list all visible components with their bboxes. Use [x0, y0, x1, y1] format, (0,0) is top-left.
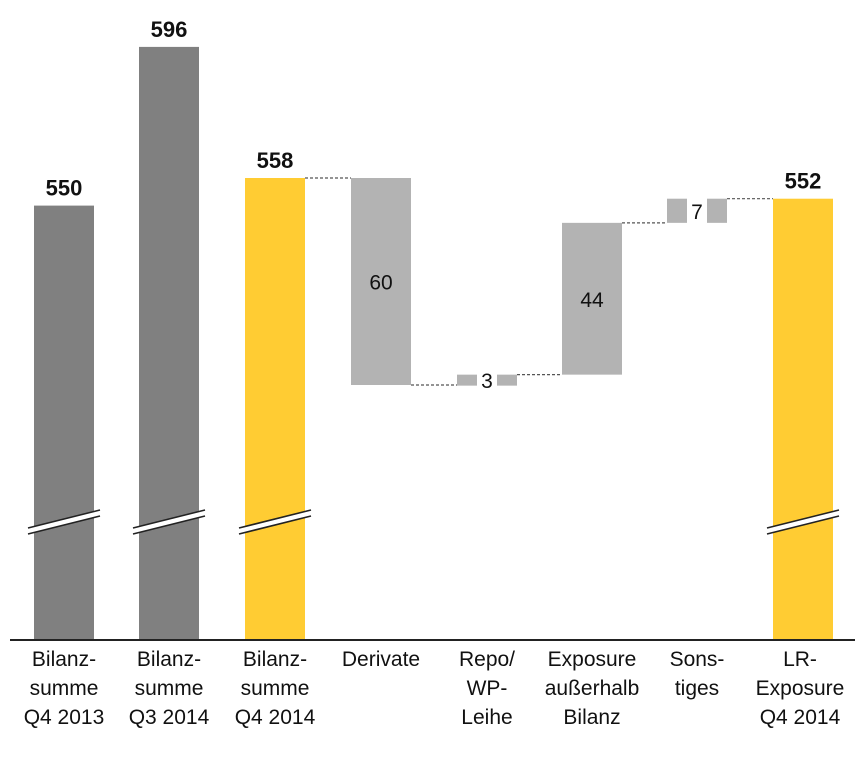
data-label: 550	[46, 176, 83, 201]
axis-break-line	[766, 509, 840, 529]
total-bar	[773, 198, 833, 640]
axis-break-line	[238, 509, 312, 529]
label-bg	[687, 192, 707, 229]
axis-break-line	[766, 515, 840, 535]
category-label: Sons- tiges	[669, 648, 725, 700]
data-label: 60	[369, 272, 392, 295]
axis-break-line	[132, 515, 206, 535]
axis-break-line	[132, 509, 206, 529]
axis-break-line	[238, 515, 312, 535]
category-label: Bilanz- summe Q4 2014	[234, 648, 316, 729]
total-bar	[34, 205, 94, 640]
category-label: LR- Exposure Q4 2014	[755, 648, 845, 729]
data-label: 596	[151, 17, 188, 42]
category-label: Derivate	[341, 648, 421, 671]
axis-break-gap	[133, 510, 205, 534]
axis-break-gap	[767, 510, 839, 534]
total-bar	[245, 178, 305, 640]
label-bg	[477, 368, 497, 392]
step-bar	[351, 178, 411, 385]
axis-break-gap	[239, 510, 311, 534]
axis-break-gap	[28, 510, 100, 534]
data-label: 44	[580, 289, 604, 312]
data-label: 7	[691, 201, 703, 224]
data-label: 558	[257, 148, 294, 173]
total-bar	[139, 46, 199, 640]
step-bar	[562, 222, 622, 375]
category-label: Bilanz- summe Q4 2013	[23, 648, 105, 729]
data-label: 3	[481, 370, 493, 393]
axis-break-line	[27, 509, 101, 529]
category-label: Bilanz- summe Q3 2014	[128, 648, 210, 729]
axis-break-line	[27, 515, 101, 535]
category-label: Repo/ WP- Leihe	[458, 648, 516, 729]
data-label: 552	[785, 169, 822, 194]
category-label: Exposure außerhalb Bilanz	[544, 648, 640, 729]
